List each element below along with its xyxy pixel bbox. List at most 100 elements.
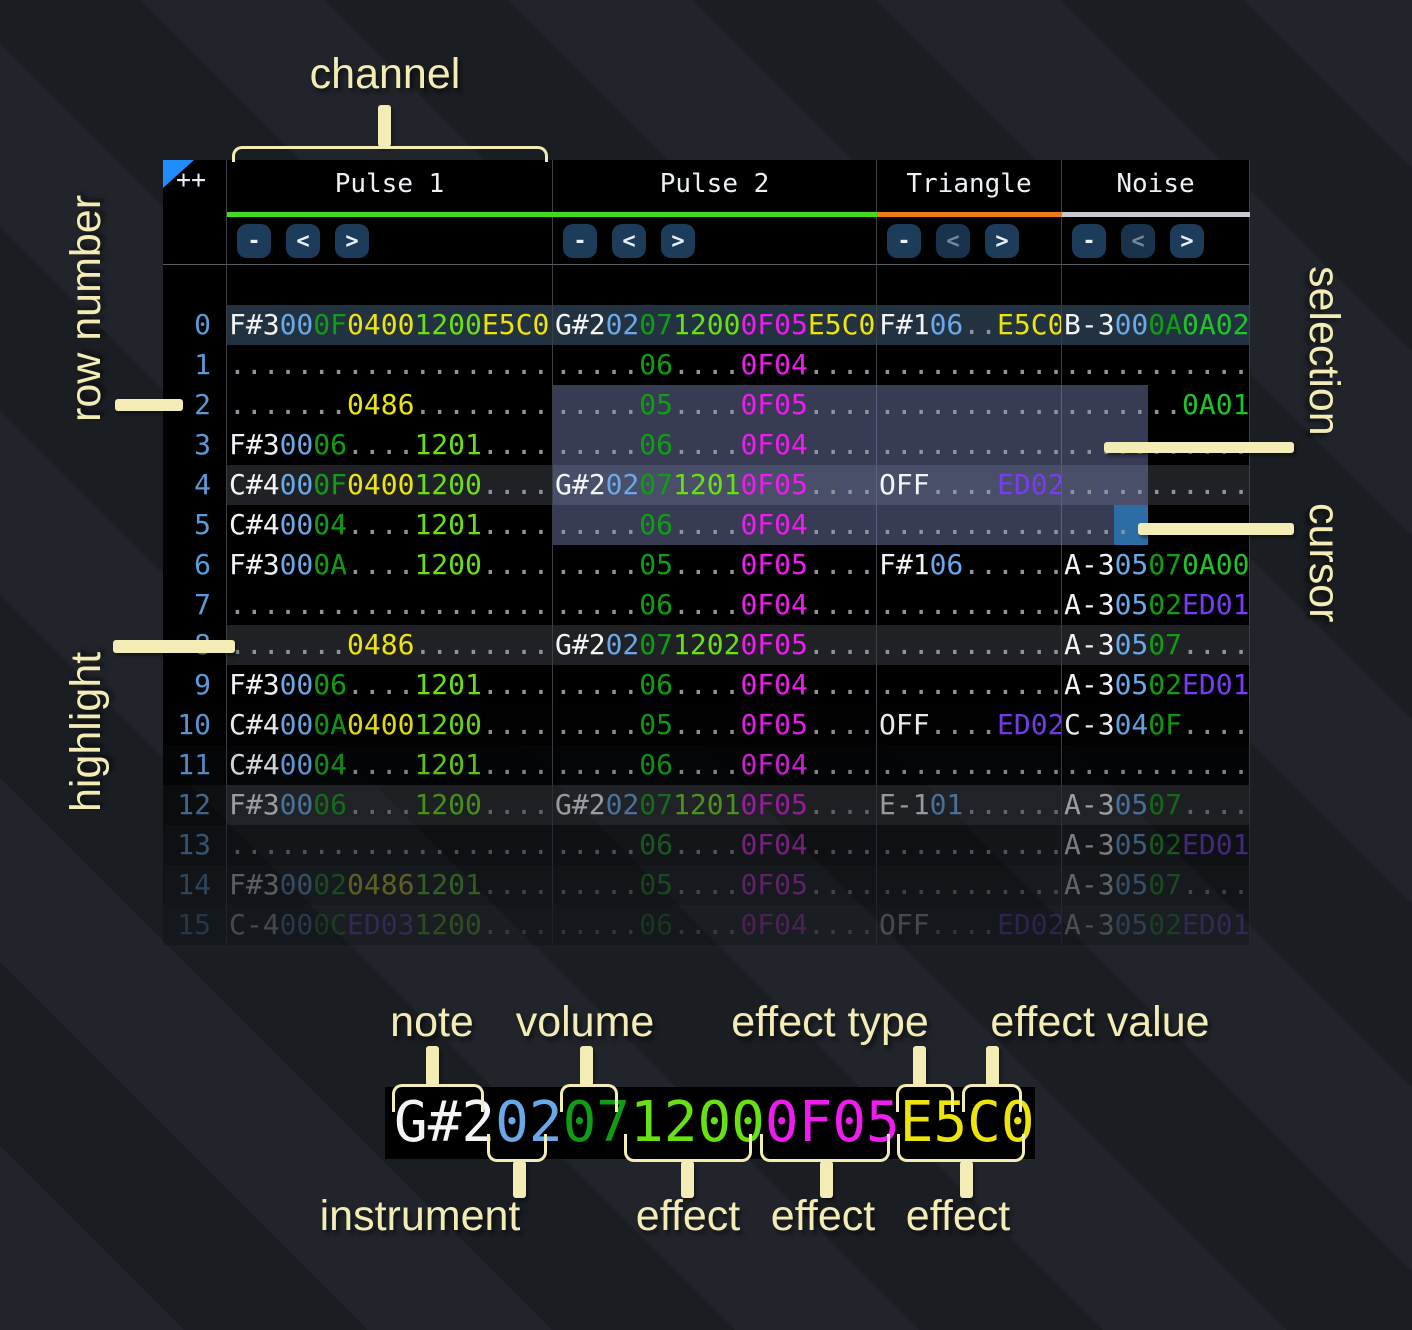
pattern-cell-triangle[interactable]: ........... xyxy=(877,385,1062,425)
triangle-minus-button[interactable]: - xyxy=(887,224,921,258)
field-dot: ...... xyxy=(963,788,1062,821)
pattern-cell-pulse2[interactable]: .....06....0F04.... xyxy=(553,825,877,865)
pattern-cell-pulse2[interactable]: .....06....0F04.... xyxy=(553,905,877,945)
field-dot: .... xyxy=(673,708,741,741)
pattern-cell-noise[interactable]: B-3000A0A02 xyxy=(1062,305,1250,345)
pattern-cell-triangle[interactable]: ........... xyxy=(877,425,1062,465)
pattern-cell-triangle[interactable]: ........... xyxy=(877,585,1062,625)
field-vol: 0A xyxy=(313,548,348,581)
pattern-cell-pulse2[interactable]: .....05....0F05.... xyxy=(553,545,877,585)
pattern-cell-noise[interactable]: ........... xyxy=(1062,745,1250,785)
pattern-cell-triangle[interactable]: ........... xyxy=(877,625,1062,665)
field-dot: ...... xyxy=(963,548,1062,581)
pattern-cell-noise[interactable]: A-30507.... xyxy=(1062,625,1250,665)
field-note: OFF xyxy=(879,908,930,941)
pattern-cell-triangle[interactable]: ........... xyxy=(877,505,1062,545)
pattern-cell-pulse1[interactable]: C#4000A04001200.... xyxy=(227,705,553,745)
field-ins: 05 xyxy=(1114,868,1149,901)
pattern-cell-noise[interactable]: A-30507.... xyxy=(1062,785,1250,825)
pattern-cell-pulse1[interactable]: C-4000CED031200.... xyxy=(227,905,553,945)
pattern-cell-pulse1[interactable]: ................... xyxy=(227,585,553,625)
pattern-cell-triangle[interactable]: OFF....ED02 xyxy=(877,465,1062,505)
pattern-cell-pulse1[interactable]: F#30006....1200.... xyxy=(227,785,553,825)
pulse2-move-left-button[interactable]: < xyxy=(612,224,646,258)
legend-label-effect3: effect xyxy=(905,1192,1011,1240)
pattern-cell-pulse2[interactable]: G#2020712010F05.... xyxy=(553,785,877,825)
pattern-cell-pulse2[interactable]: .....05....0F05.... xyxy=(553,865,877,905)
pattern-cell-noise[interactable]: A-30502ED01 xyxy=(1062,665,1250,705)
annotation-selection-pointer xyxy=(1104,442,1294,453)
channel-header-pulse1[interactable]: Pulse 1 - < > xyxy=(227,160,553,264)
field-dot: .... xyxy=(673,908,741,941)
pattern-cell-pulse2[interactable]: .....06....0F04.... xyxy=(553,745,877,785)
pattern-cell-triangle[interactable]: ........... xyxy=(877,865,1062,905)
field-dot: ..... xyxy=(555,708,640,741)
pattern-cell-pulse1[interactable]: ................... xyxy=(227,825,553,865)
pattern-cell-noise[interactable]: A-30507.... xyxy=(1062,865,1250,905)
spacer-cell xyxy=(227,265,553,305)
pattern-cell-triangle[interactable]: F#106..E5C0 xyxy=(877,305,1062,345)
pattern-cell-pulse1[interactable]: F#3000A....1200.... xyxy=(227,545,553,585)
pattern-cell-pulse1[interactable]: F#30006....1201.... xyxy=(227,425,553,465)
field-dot: ........... xyxy=(879,868,1062,901)
pattern-cell-pulse1[interactable]: F#3000204861201.... xyxy=(227,865,553,905)
pattern-cell-triangle[interactable]: ........... xyxy=(877,345,1062,385)
spacer-cell xyxy=(163,265,227,305)
pattern-cell-pulse1[interactable]: C#40004....1201.... xyxy=(227,745,553,785)
pattern-cell-noise[interactable]: ........... xyxy=(1062,345,1250,385)
pattern-cell-pulse1[interactable]: .......0486........ xyxy=(227,385,553,425)
channel-header-noise[interactable]: Noise - < > xyxy=(1062,160,1250,264)
pattern-cell-pulse1[interactable]: F#3000F04001200E5C0 xyxy=(227,305,553,345)
pulse2-minus-button[interactable]: - xyxy=(563,224,597,258)
field-vol: 07 xyxy=(639,468,674,501)
pattern-cell-pulse2[interactable]: G#2020712010F05.... xyxy=(553,465,877,505)
field-ep: ED01 xyxy=(1182,668,1250,701)
pattern-cell-pulse2[interactable]: .....05....0F05.... xyxy=(553,705,877,745)
pulse1-minus-button[interactable]: - xyxy=(237,224,271,258)
channel-header-triangle[interactable]: Triangle - < > xyxy=(877,160,1062,264)
field-dot: .... xyxy=(347,748,415,781)
pattern-cell-noise[interactable]: A-30502ED01 xyxy=(1062,825,1250,865)
pattern-cell-noise[interactable]: C-3040F.... xyxy=(1062,705,1250,745)
noise-move-right-button[interactable]: > xyxy=(1170,224,1204,258)
triangle-move-left-button[interactable]: < xyxy=(936,224,970,258)
triangle-move-right-button[interactable]: > xyxy=(985,224,1019,258)
noise-move-left-button[interactable]: < xyxy=(1121,224,1155,258)
field-ins: 00 xyxy=(279,788,314,821)
pattern-cell-triangle[interactable]: F#106...... xyxy=(877,545,1062,585)
pattern-cell-pulse2[interactable]: .....06....0F04.... xyxy=(553,665,877,705)
pattern-cell-noise[interactable]: A-30502ED01 xyxy=(1062,585,1250,625)
pattern-cell-noise[interactable]: .......0A01 xyxy=(1062,385,1250,425)
pattern-cell-noise[interactable]: ........... xyxy=(1062,465,1250,505)
pattern-cell-triangle[interactable]: OFF....ED02 xyxy=(877,905,1062,945)
pattern-cell-pulse2[interactable]: .....06....0F04.... xyxy=(553,585,877,625)
pulse2-move-right-button[interactable]: > xyxy=(661,224,695,258)
pattern-cell-triangle[interactable]: E-101...... xyxy=(877,785,1062,825)
pattern-cell-pulse2[interactable]: .....06....0F04.... xyxy=(553,505,877,545)
noise-minus-button[interactable]: - xyxy=(1072,224,1106,258)
pattern-cell-pulse1[interactable]: C#40004....1201.... xyxy=(227,505,553,545)
pattern-cell-triangle[interactable]: ........... xyxy=(877,665,1062,705)
pattern-cell-pulse1[interactable]: C#4000F04001200.... xyxy=(227,465,553,505)
channel-name: Triangle xyxy=(906,169,1032,199)
pattern-cell-noise[interactable]: A-30502ED01 xyxy=(1062,905,1250,945)
pattern-cell-pulse2[interactable]: .....06....0F04.... xyxy=(553,345,877,385)
pattern-cell-triangle[interactable]: OFF....ED02 xyxy=(877,705,1062,745)
channel-header-pulse2[interactable]: Pulse 2 - < > xyxy=(553,160,877,264)
pattern-cell-triangle[interactable]: ........... xyxy=(877,825,1062,865)
pattern-cell-triangle[interactable]: ........... xyxy=(877,745,1062,785)
pattern-cell-pulse2[interactable]: G#2020712020F05.... xyxy=(553,625,877,665)
pattern-cell-pulse2[interactable]: G#2020712000F05E5C0 xyxy=(553,305,877,345)
pattern-cell-pulse1[interactable]: ................... xyxy=(227,345,553,385)
pattern-cell-pulse2[interactable]: .....06....0F04.... xyxy=(553,425,877,465)
field-ins: 00 xyxy=(279,708,314,741)
channel-name: Pulse 1 xyxy=(334,169,445,199)
field-dot: .... xyxy=(347,788,415,821)
pattern-cell-pulse1[interactable]: .......0486........ xyxy=(227,625,553,665)
pattern-cell-pulse2[interactable]: .....05....0F05.... xyxy=(553,385,877,425)
pulse1-move-left-button[interactable]: < xyxy=(286,224,320,258)
pulse1-move-right-button[interactable]: > xyxy=(335,224,369,258)
field-ey: 0400 xyxy=(347,468,415,501)
pattern-cell-noise[interactable]: A-305070A00 xyxy=(1062,545,1250,585)
pattern-cell-pulse1[interactable]: F#30006....1201.... xyxy=(227,665,553,705)
